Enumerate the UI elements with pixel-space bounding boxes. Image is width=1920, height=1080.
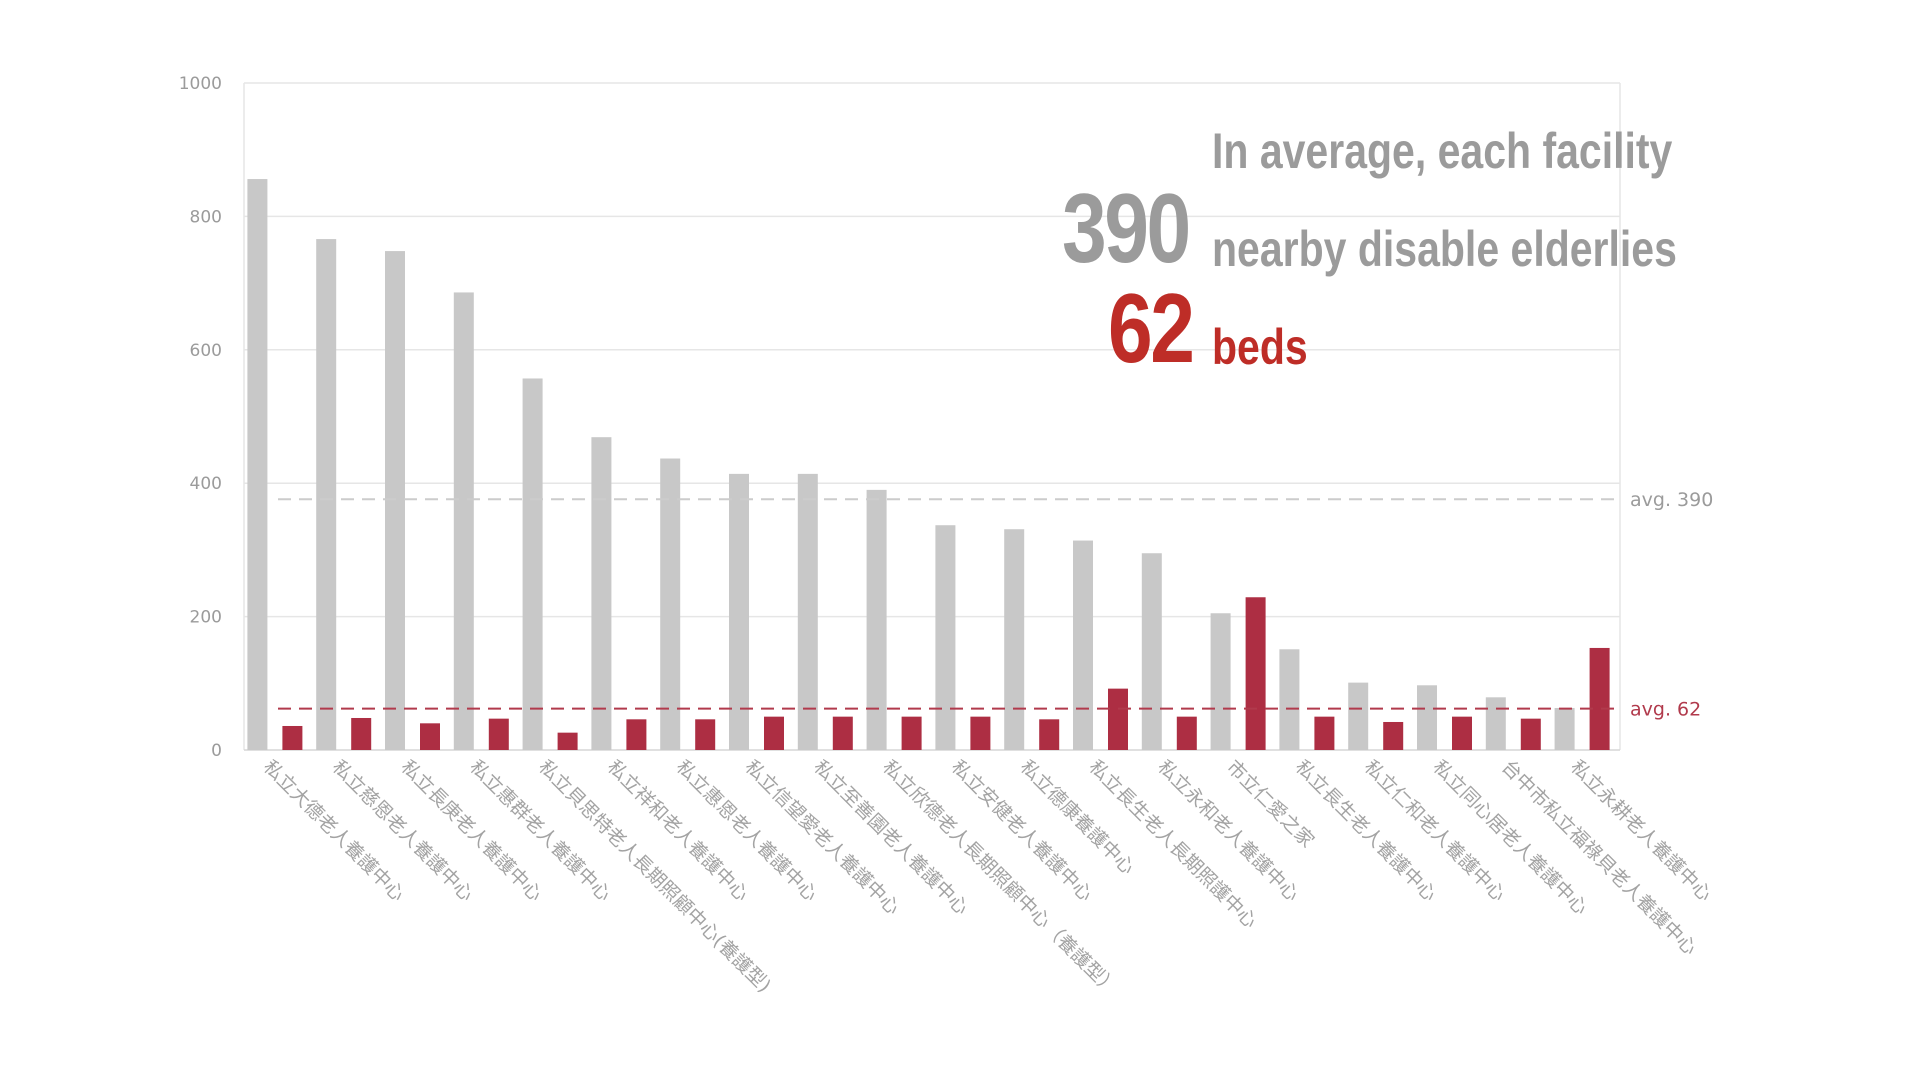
bar-elderly	[591, 437, 612, 750]
bar-elderly	[1554, 707, 1575, 750]
bar-beds	[1108, 688, 1128, 750]
y-tick-label: 0	[211, 741, 222, 761]
bar-elderly	[247, 179, 268, 751]
bar-beds	[1452, 716, 1472, 750]
bar-beds	[1039, 719, 1060, 750]
bar-elderly	[1348, 682, 1369, 750]
bar-beds	[1383, 721, 1404, 750]
bar-elderly	[385, 251, 405, 751]
bar-beds	[970, 716, 991, 750]
avg-line-label: avg. 62	[1630, 699, 1701, 721]
bar-elderly	[660, 458, 681, 750]
headline-facility-text: In average, each facility	[1212, 123, 1673, 179]
bar-elderly	[1417, 685, 1437, 750]
bar-beds	[1314, 716, 1335, 750]
bar-beds	[1176, 716, 1197, 750]
bar-elderly	[729, 473, 749, 750]
bar-beds	[557, 732, 578, 750]
x-tick-label: 私立大德老人養護中心	[259, 756, 409, 906]
y-tick-label: 400	[190, 474, 222, 494]
bar-elderly	[1004, 529, 1025, 750]
headline-avg-elderly-value: 390	[1062, 173, 1191, 283]
bar-beds	[1520, 718, 1541, 750]
y-tick-label: 200	[190, 608, 222, 628]
bar-beds	[351, 717, 372, 750]
y-tick-label: 800	[190, 207, 222, 227]
bar-beds	[282, 725, 303, 750]
headline-avg-beds-value: 62	[1108, 273, 1195, 383]
headline-beds-text: beds	[1212, 319, 1308, 375]
x-tick-label: 私立德康養護中心	[1016, 756, 1139, 879]
bar-elderly	[453, 292, 474, 750]
bar-beds	[420, 723, 440, 750]
bar-beds	[695, 719, 716, 750]
bar-elderly	[797, 473, 818, 750]
bar-elderly	[1279, 649, 1300, 750]
bar-elderly	[935, 525, 956, 750]
bar-elderly	[866, 489, 887, 750]
bar-beds	[1589, 647, 1610, 750]
bar-elderly	[522, 378, 543, 750]
bar-beds	[901, 716, 922, 750]
bar-elderly	[316, 239, 337, 750]
y-tick-label: 600	[190, 341, 222, 361]
bar-elderly	[1141, 553, 1162, 750]
bar-elderly	[1073, 540, 1093, 750]
bar-beds	[488, 718, 509, 750]
avg-line-label: avg. 390	[1630, 489, 1713, 511]
bar-elderly	[1210, 613, 1231, 750]
bar-beds	[832, 716, 853, 750]
headline-elderly-text: nearby disable elderlies	[1212, 221, 1677, 277]
bar-beds	[764, 716, 784, 750]
y-tick-label: 1000	[179, 74, 222, 94]
bar-beds	[1245, 597, 1266, 750]
bar-elderly	[1485, 697, 1506, 750]
bar-beds	[626, 719, 647, 750]
